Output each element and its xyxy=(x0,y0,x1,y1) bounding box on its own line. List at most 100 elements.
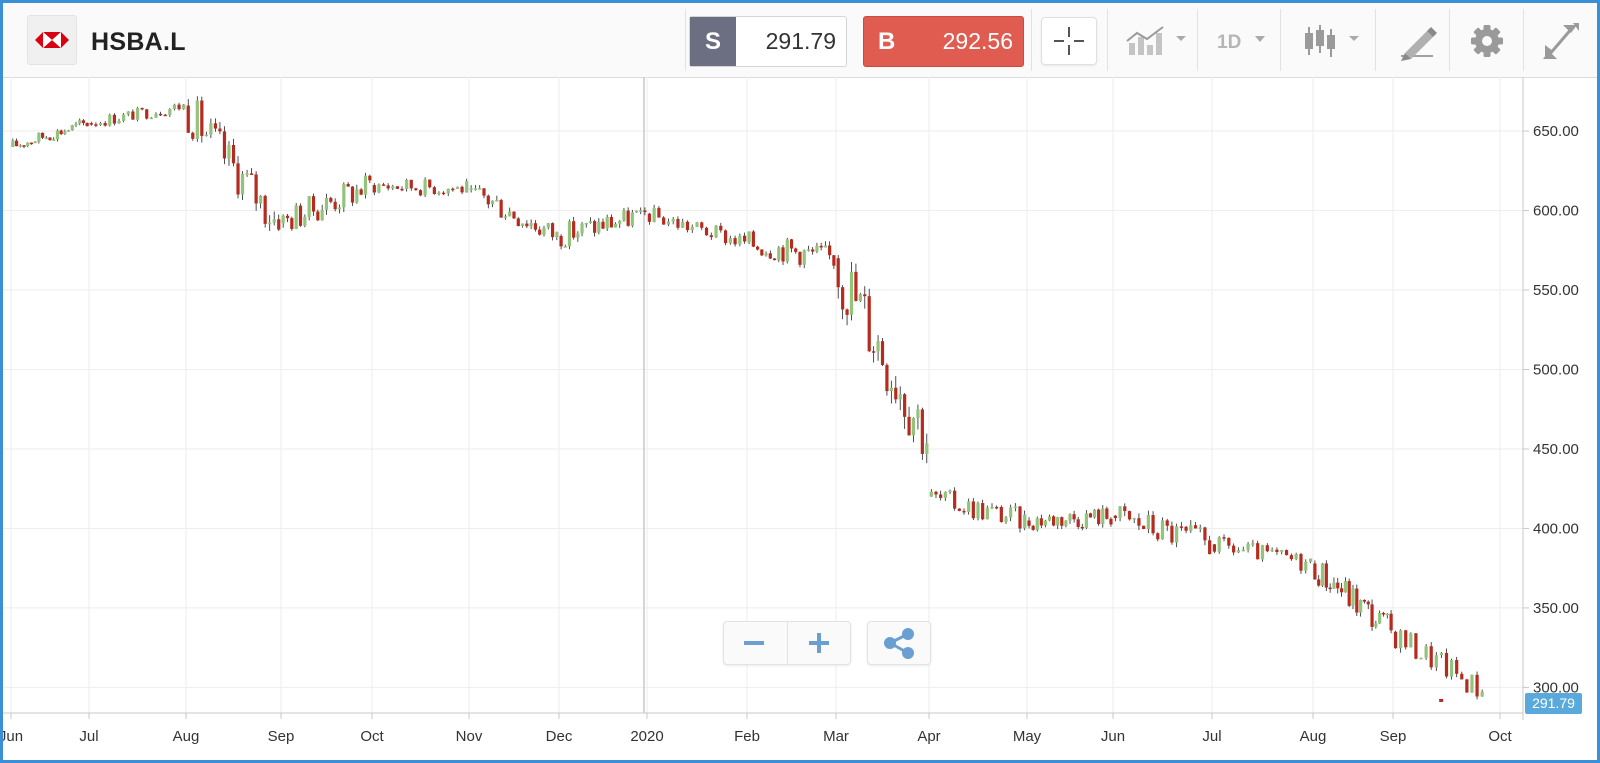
x-tick-label: Jul xyxy=(79,728,98,745)
candle-body xyxy=(819,245,823,248)
candle-body xyxy=(213,123,218,129)
candle-body xyxy=(1076,519,1080,527)
candle-body xyxy=(1142,525,1146,530)
candle-body xyxy=(794,248,798,252)
indicators-button[interactable] xyxy=(1121,17,1191,65)
candle-body xyxy=(195,100,199,139)
candle-body xyxy=(508,211,512,217)
candle-body xyxy=(337,207,342,210)
candle-body xyxy=(1449,659,1454,677)
candle-body xyxy=(168,109,172,115)
crosshair-button[interactable] xyxy=(1041,17,1097,65)
candle-body xyxy=(1080,526,1084,529)
candle-body xyxy=(478,188,482,190)
candle-body xyxy=(785,239,789,262)
timeframe-label[interactable]: 1D xyxy=(1217,32,1242,53)
candle-body xyxy=(903,394,907,417)
candle-body xyxy=(432,187,436,194)
candle-body xyxy=(1232,545,1236,553)
candle-body xyxy=(1127,511,1132,520)
candle-body xyxy=(967,501,971,512)
candle-body xyxy=(307,196,311,217)
sell-button[interactable]: S 291.79 xyxy=(689,16,847,67)
candle-body xyxy=(1035,518,1039,530)
candle-body xyxy=(231,144,236,164)
candle-body xyxy=(681,221,685,228)
candle-body xyxy=(200,100,204,136)
candle-body xyxy=(1088,513,1093,518)
y-tick-label: 650.00 xyxy=(1533,123,1579,140)
candle-body xyxy=(135,107,140,120)
candle-body xyxy=(303,216,307,226)
candle-body xyxy=(647,213,651,222)
candle-body xyxy=(386,185,390,189)
candle-body xyxy=(885,364,889,392)
candle-body xyxy=(1424,646,1428,658)
candle-body xyxy=(1175,526,1179,543)
candle-body xyxy=(1434,655,1438,668)
candle-body xyxy=(1072,514,1076,520)
candle-body xyxy=(329,197,333,202)
candle-body xyxy=(460,186,464,193)
candle-body xyxy=(158,113,163,116)
candle-body xyxy=(418,190,423,196)
price-chart[interactable]: 300.00 350.00 400.00 450.00 500.00 550.00 600.… xyxy=(3,77,1597,760)
candle-body xyxy=(11,140,15,147)
candle-body xyxy=(126,111,130,115)
candle-body xyxy=(249,173,254,175)
candle-body xyxy=(227,144,231,159)
candle-body xyxy=(576,233,580,238)
x-tick-label: Aug xyxy=(1300,728,1327,745)
hsbc-logo-icon[interactable] xyxy=(27,15,77,65)
candle-body xyxy=(618,220,622,224)
candle-body xyxy=(894,387,898,400)
candle-body xyxy=(342,184,346,208)
y-tick-label: 600.00 xyxy=(1533,203,1579,220)
candle-body xyxy=(719,225,723,231)
candle-body xyxy=(798,251,802,265)
candle-body xyxy=(1270,549,1274,552)
candle-body xyxy=(268,222,272,225)
candle-body xyxy=(108,114,112,126)
x-tick-label: Feb xyxy=(734,728,760,745)
drawing-tools-button[interactable] xyxy=(1391,17,1443,65)
x-tick-label: May xyxy=(1013,728,1042,745)
candle-body xyxy=(446,188,450,194)
symbol-title: HSBA.L xyxy=(91,28,186,56)
fullscreen-button[interactable] xyxy=(1533,17,1589,65)
candle-body xyxy=(723,230,728,244)
candle-body xyxy=(1265,545,1269,552)
candle-body xyxy=(1347,581,1351,606)
candle-body xyxy=(764,253,768,256)
share-button[interactable] xyxy=(867,621,931,665)
chart-type-button[interactable] xyxy=(1299,17,1365,65)
zoom-in-icon[interactable] xyxy=(788,622,851,664)
candle-body xyxy=(584,223,588,225)
candle-body xyxy=(929,491,933,497)
candlestick-type-icon xyxy=(1305,25,1359,57)
buy-price: 292.56 xyxy=(942,28,1013,54)
candle-body xyxy=(971,501,975,519)
candle-body xyxy=(294,205,298,229)
timeframe-caret-icon xyxy=(1255,36,1265,42)
candle-body xyxy=(652,207,656,222)
candle-body xyxy=(1366,601,1370,605)
candle-body xyxy=(811,249,815,252)
candle-body xyxy=(1193,525,1198,529)
candle-body xyxy=(290,218,294,229)
candle-body xyxy=(1429,646,1433,668)
candle-body xyxy=(117,120,121,124)
y-tick-label: 450.00 xyxy=(1533,441,1579,458)
candle-body xyxy=(1060,517,1064,526)
settings-button[interactable] xyxy=(1461,17,1513,65)
candle-body xyxy=(1339,588,1344,593)
candle-body xyxy=(428,179,432,188)
buy-button[interactable]: B 292.56 xyxy=(863,16,1024,67)
candle-body xyxy=(400,188,404,191)
share-icon xyxy=(884,628,914,659)
candle-body xyxy=(381,184,386,186)
candle-body xyxy=(1023,514,1027,529)
zoom-out-icon[interactable] xyxy=(724,622,787,664)
candle-body xyxy=(768,253,772,259)
candle-body xyxy=(867,296,871,352)
